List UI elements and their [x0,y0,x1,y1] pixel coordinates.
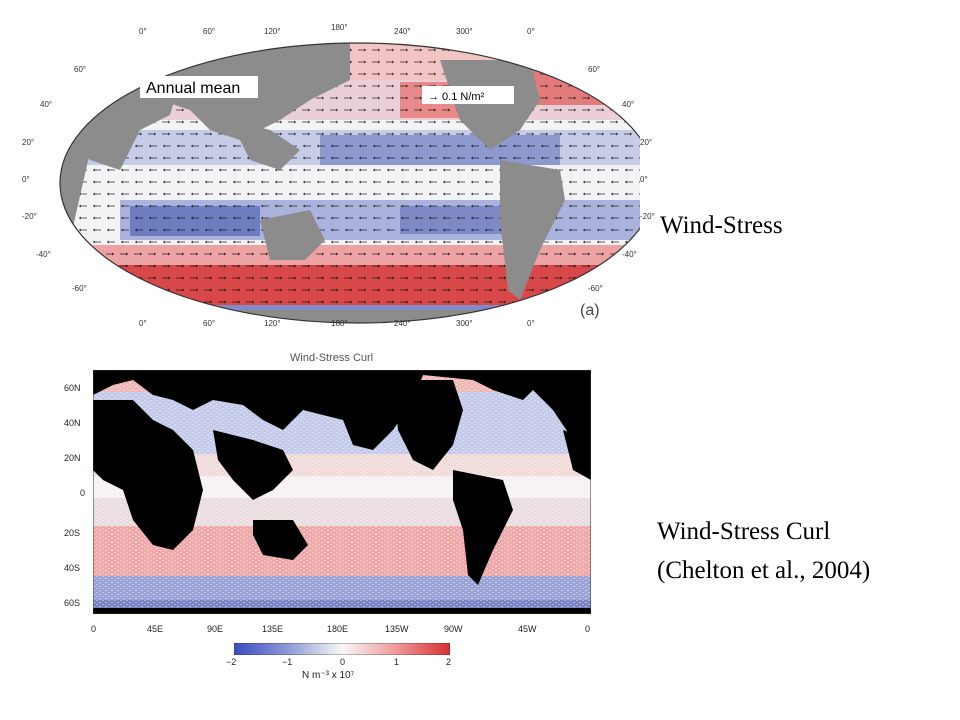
lat-tick: 60S [64,598,81,608]
lat-tick-right: -60° [588,284,603,293]
lon-tick-bottom: 0° [527,319,535,328]
lat-tick-right: 0° [640,175,648,184]
wind-stress-curl-map [93,370,591,614]
land-masses-curl [93,370,591,614]
colorbar-units: N m⁻³ x 10⁷ [302,670,355,681]
colorbar-tick: −1 [282,657,293,667]
lon-tick: 90W [444,624,463,634]
lat-tick-right: -20° [640,212,655,221]
lat-tick-left: -40° [36,250,51,259]
lat-tick-left: 60° [74,65,87,74]
lon-tick-top: 300° [456,27,473,36]
lon-tick-bottom: 60° [203,319,216,328]
lon-tick: 135W [385,624,409,634]
lat-tick-right: -40° [622,250,637,259]
colorbar [234,643,450,655]
lat-tick: 0 [80,488,86,498]
colorbar-tick: −2 [226,657,237,667]
lon-tick-top: 180° [331,23,348,32]
lat-tick-right: 40° [622,100,635,109]
lon-tick-bottom: 240° [394,319,411,328]
colorbar-tick: 1 [394,657,400,667]
lat-tick: 20N [64,453,81,463]
lon-tick-bottom: 120° [264,319,281,328]
curl-label-line2: (Chelton et al., 2004) [657,557,871,584]
scale-arrow-label: → 0.1 N/m² [428,91,485,103]
wind-stress-map: Annual mean → 0.1 N/m² (a) [59,42,640,324]
lat-tick-left: 0° [22,175,30,184]
lat-tick: 40S [64,563,81,573]
lat-tick-left: -20° [22,212,37,221]
lat-tick-right: 20° [640,138,653,147]
lon-tick: 45E [147,624,164,634]
lon-tick-top: 0° [527,27,535,36]
lon-tick: 45W [518,624,537,634]
lon-tick-top: 0° [139,27,147,36]
lat-tick: 60N [64,383,81,393]
lat-tick-right: 60° [588,65,601,74]
wind-stress-label: Wind-Stress [660,212,783,239]
lat-tick-left: -60° [72,284,87,293]
lat-tick: 40N [64,418,81,428]
lon-tick-top: 60° [203,27,216,36]
curl-label-line1: Wind-Stress Curl [657,518,831,545]
lon-tick: 90E [207,624,224,634]
lon-tick: 180E [327,624,349,634]
lon-tick-bottom: 0° [139,319,147,328]
panel-title: Annual mean [146,80,240,97]
lon-tick: 0 [91,624,97,634]
lon-tick-bottom: 180° [331,319,348,328]
panel-letter: (a) [580,302,600,319]
colorbar-tick: 0 [340,657,346,667]
lat-tick: 20S [64,528,81,538]
lon-tick: 135E [262,624,284,634]
lon-tick-top: 240° [394,27,411,36]
lon-tick-bottom: 300° [456,319,473,328]
curl-map-title: Wind-Stress Curl [290,353,374,363]
lon-tick-top: 120° [264,27,281,36]
colorbar-tick: 2 [446,657,452,667]
lat-tick-left: 20° [22,138,35,147]
lon-tick: 0 [585,624,591,634]
lat-tick-left: 40° [40,100,53,109]
